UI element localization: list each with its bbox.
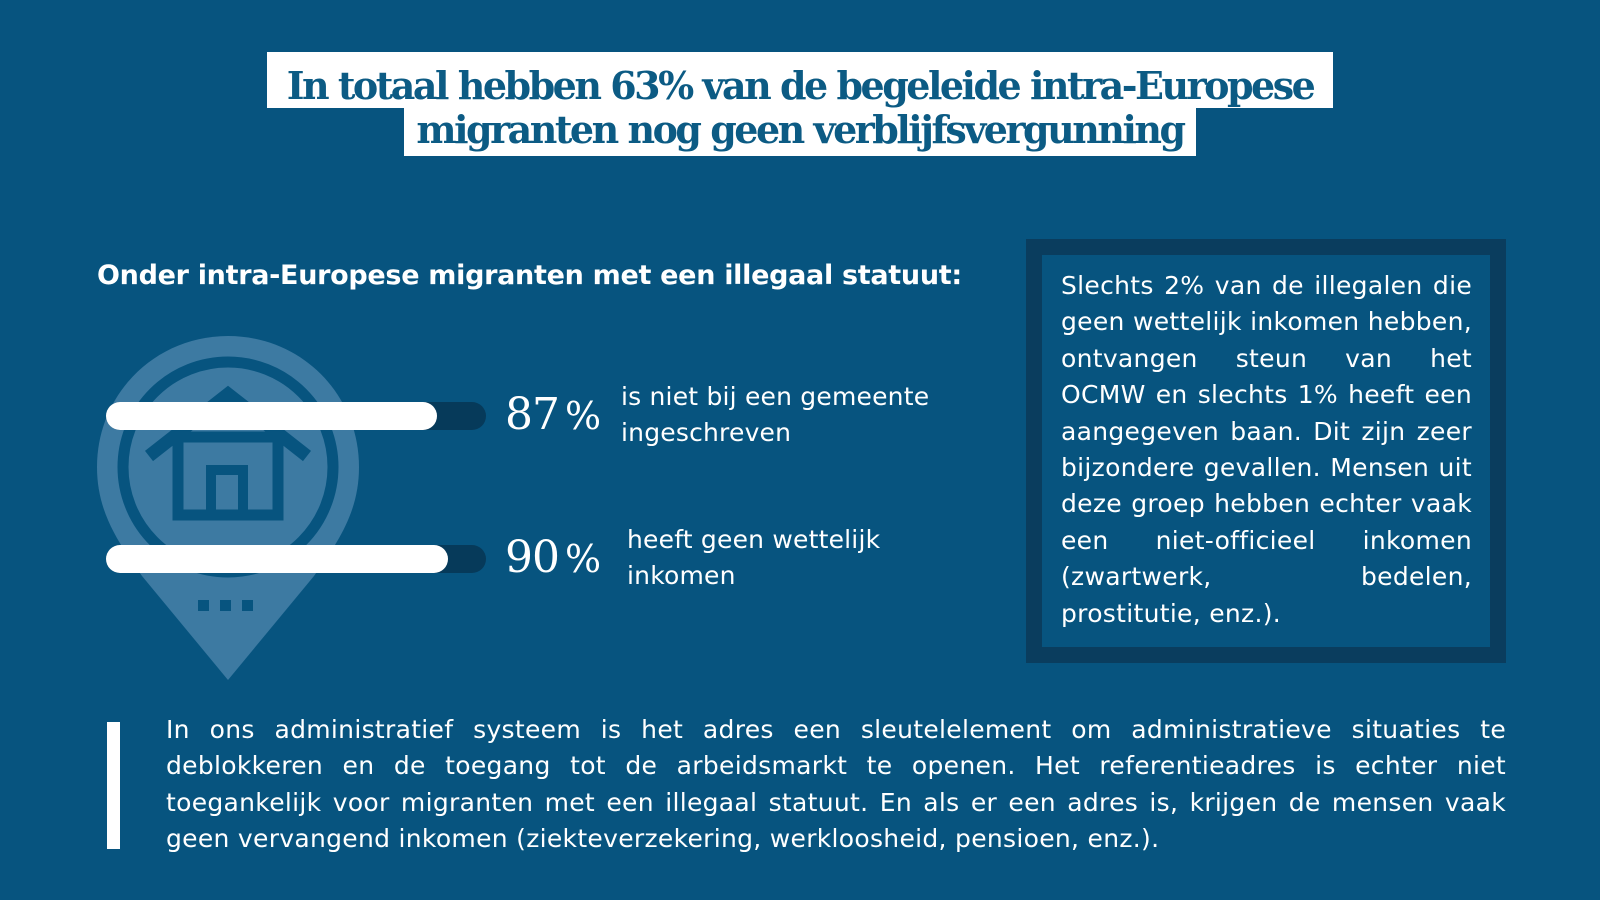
title-line-2: migranten nog geen verblijfsvergunning: [404, 108, 1196, 156]
quote-bar: [107, 722, 120, 849]
stat-description-line: ingeschreven: [621, 418, 792, 447]
subheading: Onder intra-Europese migranten met een i…: [97, 260, 962, 291]
progress-bar-fill: [106, 545, 448, 573]
progress-bar-fill: [106, 402, 437, 430]
stat-unit: %: [565, 394, 601, 438]
stat-percentage: 87%: [505, 389, 601, 441]
stat-description-line: inkomen: [627, 561, 736, 590]
stat-value: 90: [505, 532, 560, 583]
stat-description: heeft geen wettelijk inkomen: [627, 522, 880, 594]
page-title: In totaal hebben 63% van de begeleide in…: [0, 52, 1600, 156]
stat-description-line: is niet bij een gemeente: [621, 382, 930, 411]
note-box: [1042, 255, 1490, 647]
stat-description-line: heeft geen wettelijk: [627, 525, 881, 554]
stat-description: is niet bij een gemeente ingeschreven: [621, 379, 929, 451]
title-line-1: In totaal hebben 63% van de begeleide in…: [266, 52, 1334, 108]
quote-text: In ons administratief systeem is het adr…: [166, 715, 1506, 854]
note-text: Slechts 2% van de illegalen die geen wet…: [1061, 271, 1472, 628]
progress-bar-income: [106, 545, 486, 573]
stat-percentage: 90%: [505, 532, 601, 584]
stat-unit: %: [565, 537, 601, 581]
stat-value: 87: [505, 389, 560, 440]
house-location-pin-icon: [97, 336, 359, 680]
progress-bar-registered: [106, 402, 486, 430]
